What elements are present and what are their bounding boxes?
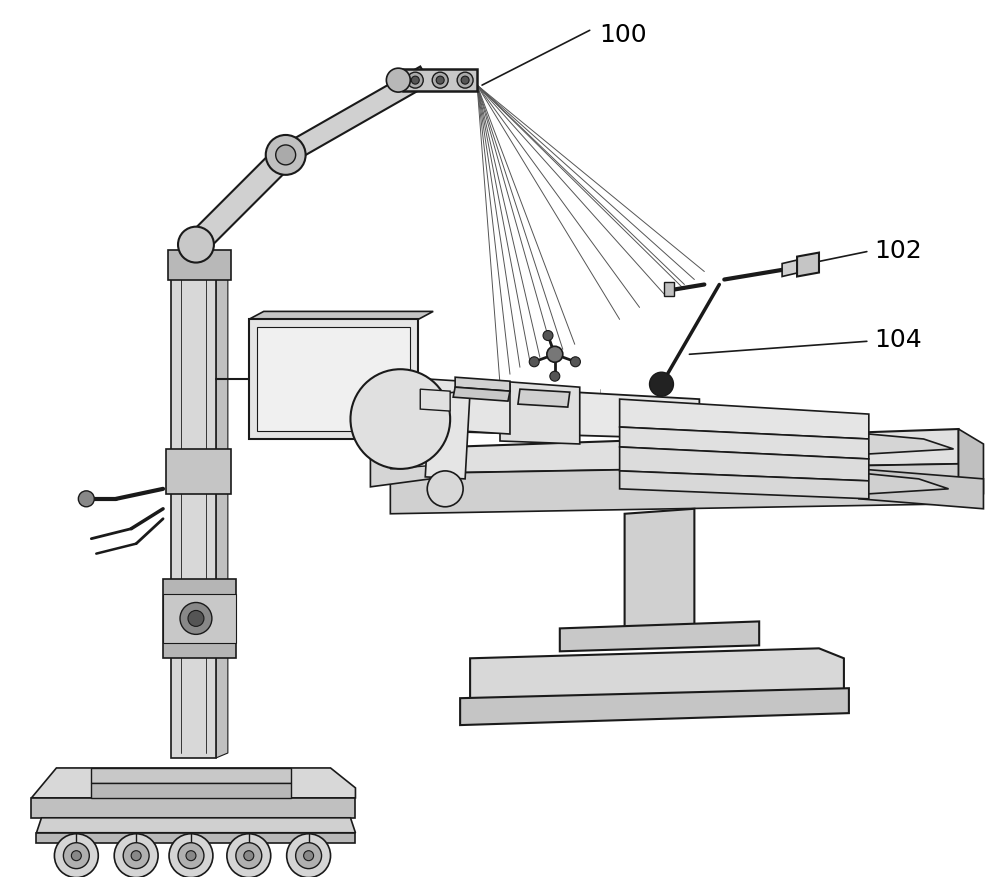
- Polygon shape: [163, 594, 236, 644]
- Polygon shape: [36, 818, 355, 833]
- Circle shape: [547, 347, 563, 363]
- Circle shape: [266, 136, 306, 176]
- Circle shape: [178, 843, 204, 868]
- Circle shape: [570, 357, 580, 367]
- Circle shape: [123, 843, 149, 868]
- Circle shape: [386, 69, 410, 93]
- Polygon shape: [370, 448, 430, 487]
- Circle shape: [529, 357, 539, 367]
- Circle shape: [432, 73, 448, 89]
- Polygon shape: [959, 429, 983, 504]
- Circle shape: [411, 77, 419, 85]
- Circle shape: [650, 373, 673, 397]
- Circle shape: [407, 73, 423, 89]
- Circle shape: [461, 77, 469, 85]
- Circle shape: [188, 611, 204, 627]
- Polygon shape: [859, 470, 983, 509]
- Polygon shape: [518, 390, 570, 407]
- Polygon shape: [430, 385, 699, 440]
- Polygon shape: [390, 464, 959, 515]
- Polygon shape: [782, 260, 799, 277]
- Circle shape: [169, 834, 213, 878]
- Circle shape: [457, 73, 473, 89]
- Circle shape: [54, 834, 98, 878]
- Circle shape: [178, 227, 214, 263]
- Polygon shape: [430, 380, 510, 435]
- Polygon shape: [500, 382, 580, 444]
- Circle shape: [350, 370, 450, 470]
- Polygon shape: [163, 579, 236, 658]
- Text: 104: 104: [874, 328, 922, 352]
- Text: 102: 102: [874, 238, 922, 263]
- Circle shape: [427, 471, 463, 507]
- Polygon shape: [91, 768, 291, 783]
- Circle shape: [71, 851, 81, 860]
- Polygon shape: [188, 148, 294, 254]
- Polygon shape: [470, 649, 844, 705]
- Polygon shape: [171, 260, 216, 758]
- Circle shape: [436, 77, 444, 85]
- Polygon shape: [453, 388, 510, 401]
- Circle shape: [180, 603, 212, 635]
- Polygon shape: [420, 390, 450, 412]
- Polygon shape: [625, 509, 694, 634]
- Polygon shape: [31, 768, 355, 798]
- Polygon shape: [620, 399, 869, 440]
- Circle shape: [186, 851, 196, 860]
- Bar: [257, 328, 410, 431]
- Polygon shape: [36, 833, 355, 843]
- Circle shape: [304, 851, 314, 860]
- Polygon shape: [620, 448, 869, 481]
- Polygon shape: [166, 450, 231, 494]
- Polygon shape: [620, 428, 869, 459]
- Polygon shape: [460, 688, 849, 725]
- Polygon shape: [664, 284, 674, 297]
- Circle shape: [543, 331, 553, 342]
- Circle shape: [276, 146, 296, 166]
- Polygon shape: [390, 429, 959, 474]
- Polygon shape: [91, 783, 291, 798]
- Polygon shape: [390, 447, 450, 470]
- Polygon shape: [455, 378, 510, 392]
- Polygon shape: [403, 70, 477, 92]
- Polygon shape: [168, 250, 231, 280]
- Circle shape: [296, 843, 322, 868]
- Polygon shape: [869, 435, 954, 455]
- Polygon shape: [797, 253, 819, 277]
- Polygon shape: [869, 474, 949, 494]
- Polygon shape: [425, 392, 470, 479]
- Circle shape: [550, 371, 560, 382]
- Circle shape: [114, 834, 158, 878]
- Polygon shape: [31, 798, 355, 818]
- Circle shape: [287, 834, 331, 878]
- Polygon shape: [560, 622, 759, 651]
- Polygon shape: [281, 68, 430, 164]
- Circle shape: [227, 834, 271, 878]
- Circle shape: [236, 843, 262, 868]
- Circle shape: [244, 851, 254, 860]
- Polygon shape: [216, 255, 228, 758]
- Circle shape: [131, 851, 141, 860]
- Circle shape: [63, 843, 89, 868]
- Polygon shape: [620, 471, 869, 500]
- Text: 100: 100: [600, 24, 647, 47]
- Circle shape: [78, 492, 94, 507]
- Polygon shape: [249, 320, 418, 440]
- Polygon shape: [249, 312, 433, 320]
